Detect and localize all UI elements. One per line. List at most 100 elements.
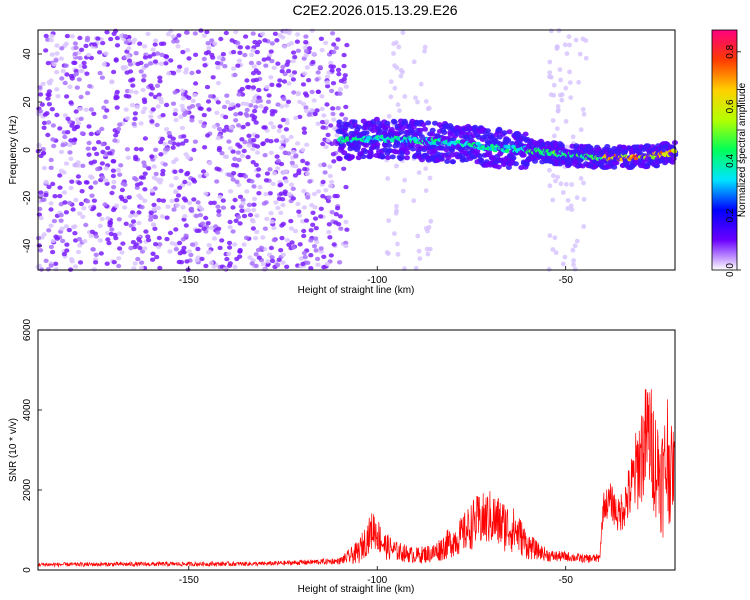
spectrogram-cell xyxy=(411,198,417,204)
spectrogram-cell xyxy=(107,151,113,156)
spectrogram-cell xyxy=(547,183,553,189)
snr-series-line xyxy=(37,389,676,568)
spectrogram-cell xyxy=(567,69,572,75)
spectrogram-cell xyxy=(274,138,280,143)
spectrogram-cell xyxy=(251,137,257,143)
spectrogram-cell xyxy=(395,102,401,108)
spectrogram-cell xyxy=(425,120,432,126)
spectrogram-cell xyxy=(232,156,238,162)
spectrogram-cell xyxy=(173,227,179,232)
spectrogram-cell xyxy=(152,59,159,64)
spectrogram-cell xyxy=(75,174,81,179)
spectrogram-cell xyxy=(568,203,574,209)
spectrogram-cell xyxy=(423,99,429,104)
spectrogram-cell xyxy=(223,154,230,159)
spectrogram-cell xyxy=(402,94,408,99)
spectrogram-cell xyxy=(188,252,194,258)
spectrogram-cell xyxy=(124,147,130,152)
spectrogram-cell xyxy=(113,133,119,138)
spectrogram-cell xyxy=(91,205,97,211)
spectrogram-cell xyxy=(306,112,312,117)
spectrogram-cell xyxy=(111,159,117,164)
spectrogram-cell xyxy=(267,167,273,172)
spectrogram-cell xyxy=(145,31,151,37)
colorbar-label: Normalized spectral amplitude xyxy=(737,82,748,217)
spectrogram-cell xyxy=(186,95,192,101)
spectrogram-cell xyxy=(547,167,552,173)
spectrogram-cell xyxy=(394,203,399,209)
spectrogram-cell xyxy=(416,248,422,254)
spectrogram-cell xyxy=(186,181,192,186)
spectrogram-cell xyxy=(304,65,310,70)
spectrogram-cell xyxy=(85,90,91,96)
spectrogram-cell xyxy=(88,185,94,190)
spectrogram-cell xyxy=(171,39,177,44)
spectrogram-cell xyxy=(278,248,284,253)
spectrogram-cell xyxy=(160,113,166,118)
spectrogram-cell xyxy=(118,163,124,168)
spectrogram-cell xyxy=(415,99,420,105)
spectrogram-cell xyxy=(570,247,576,253)
spectrogram-cell xyxy=(148,114,154,119)
spectrogram-cell xyxy=(122,34,128,39)
spectrogram-cell xyxy=(95,166,101,172)
spectrogram-cell xyxy=(388,127,395,132)
spectrogram-cell xyxy=(57,173,63,178)
spectrogram-cell xyxy=(103,51,109,56)
spectrogram-cell xyxy=(342,73,348,78)
spectrogram-cell xyxy=(291,50,297,55)
spectrogram-cell xyxy=(91,111,97,117)
spectrogram-cell xyxy=(163,61,169,66)
spectrogram-cell xyxy=(209,38,215,43)
spectrogram-cell xyxy=(85,146,91,151)
spectrogram-cell xyxy=(388,94,394,100)
spectrogram-cell xyxy=(165,32,172,37)
spectrogram-cell xyxy=(296,213,303,218)
spectrogram-cell xyxy=(174,203,181,208)
spectrogram-cell xyxy=(84,37,90,43)
spectrogram-cell xyxy=(567,80,573,85)
y-tick-label: 0 xyxy=(22,567,33,573)
spectrogram-cell xyxy=(512,161,519,167)
spectrogram-cell xyxy=(228,189,234,194)
spectrogram-cell xyxy=(320,194,326,199)
colorbar-tick-label: 0.2 xyxy=(725,208,736,222)
spectrogram-cell xyxy=(428,218,434,224)
spectrogram-cell xyxy=(156,198,162,203)
spectrogram-cell xyxy=(300,158,306,164)
spectrogram-cell xyxy=(194,228,200,233)
spectrogram-cell xyxy=(43,48,49,53)
spectrogram-cell xyxy=(133,242,139,247)
spectrogram-cell xyxy=(197,174,203,179)
colorbar-tick-label: 0.4 xyxy=(725,154,736,168)
spectrogram-cell xyxy=(292,173,298,178)
spectrogram-cell xyxy=(286,81,292,86)
spectrogram-cell xyxy=(148,217,154,222)
spectrogram-cell xyxy=(392,231,397,237)
spectrogram-cell xyxy=(315,89,321,95)
spectrogram-cell xyxy=(166,130,172,136)
spectrogram-cell xyxy=(288,218,294,224)
spectrogram-cell xyxy=(337,91,343,96)
spectrogram-cell xyxy=(237,45,243,50)
spectrogram-cell xyxy=(325,138,331,143)
spectrogram-cell xyxy=(290,149,297,155)
spectrogram-cell xyxy=(247,212,254,218)
spectrogram-cell xyxy=(344,227,350,232)
spectrogram-cell xyxy=(188,206,195,211)
spectrogram-cell xyxy=(396,44,402,50)
spectrogram-cell xyxy=(233,218,239,223)
spectrogram-cell xyxy=(122,198,128,204)
spectrogram-cell xyxy=(38,190,44,195)
spectrogram-cell xyxy=(236,92,242,97)
spectrogram-cell xyxy=(245,84,251,90)
spectrogram-cell xyxy=(178,168,184,174)
spectrogram-cell xyxy=(236,157,242,163)
spectrogram-cell xyxy=(249,217,255,223)
spectrogram-cell xyxy=(417,127,424,133)
spectrogram-cell xyxy=(190,98,196,104)
spectrogram-cell xyxy=(173,108,179,113)
spectrogram-cell xyxy=(195,103,201,108)
spectrogram-cell xyxy=(260,262,267,267)
spectrogram-cell xyxy=(474,148,481,154)
